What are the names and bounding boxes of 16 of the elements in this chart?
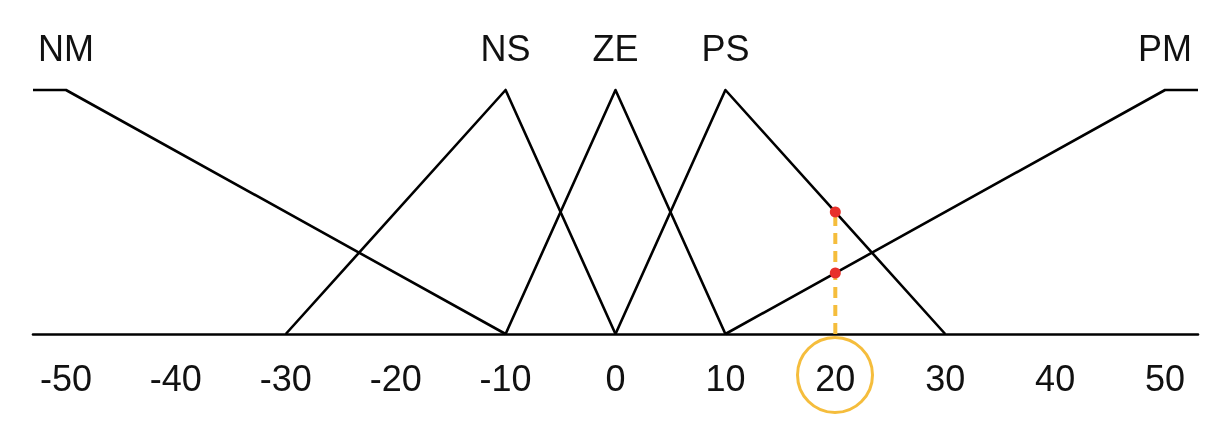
x-tick-label: 10: [705, 357, 746, 399]
x-tick-label: 50: [1145, 357, 1186, 399]
series-label: NM: [37, 27, 94, 69]
series-label: PS: [701, 27, 750, 69]
x-tick-label: -10: [479, 357, 532, 399]
x-tick-label: 20: [815, 357, 856, 399]
series-label: ZE: [592, 27, 639, 69]
x-tick-label: 30: [925, 357, 966, 399]
series-label: NS: [480, 27, 531, 69]
x-tick-label: -20: [369, 357, 422, 399]
x-tick-label: 0: [605, 357, 626, 399]
series-label: PM: [1138, 27, 1193, 69]
x-tick-label: -30: [259, 357, 312, 399]
x-tick-label: -50: [39, 357, 92, 399]
x-tick-label: -40: [149, 357, 202, 399]
x-tick-label: 40: [1035, 357, 1076, 399]
